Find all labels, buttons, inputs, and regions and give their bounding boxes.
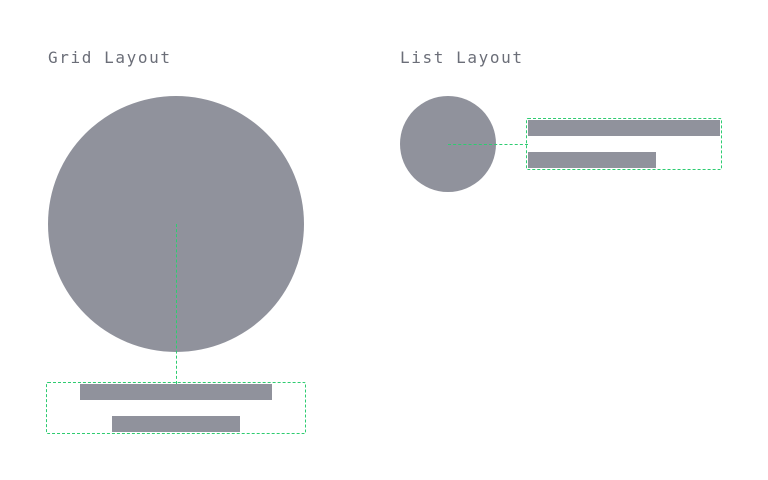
grid-layout-title: Grid Layout (48, 48, 172, 67)
list-alignment-connector (448, 144, 528, 145)
grid-secondary-text-placeholder (112, 416, 240, 432)
grid-text-alignment-box (46, 382, 306, 434)
list-layout-title: List Layout (400, 48, 524, 67)
list-secondary-text-placeholder (528, 152, 656, 168)
list-primary-text-placeholder (528, 120, 720, 136)
list-text-alignment-box (526, 118, 722, 170)
grid-primary-text-placeholder (80, 384, 272, 400)
grid-alignment-connector (176, 224, 177, 384)
